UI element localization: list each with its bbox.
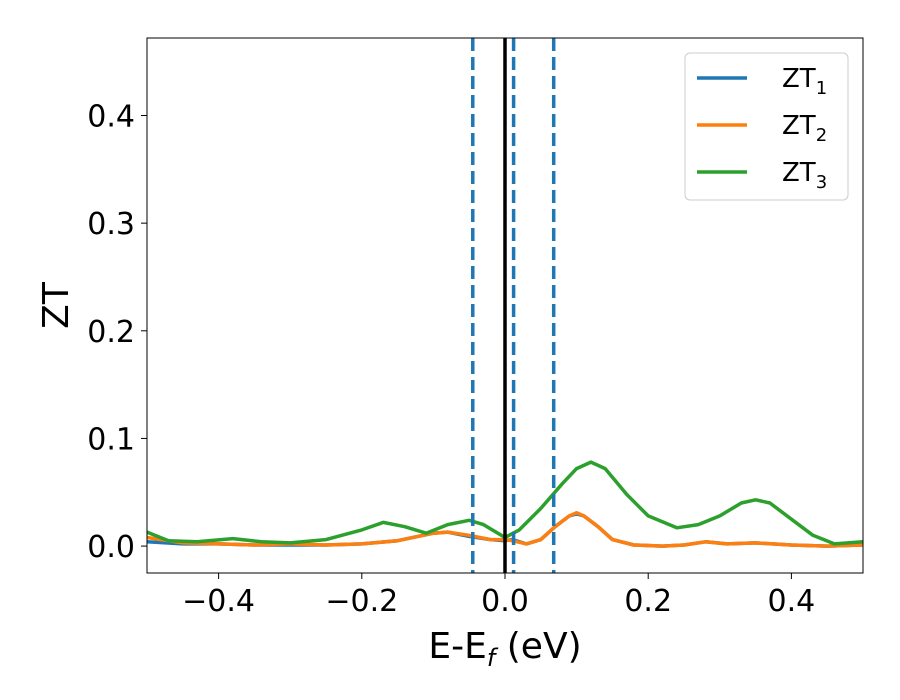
legend-box: [684, 52, 849, 201]
legend-label-1: ZT1: [782, 64, 827, 99]
x-axis-label-main: E-E: [428, 626, 486, 667]
plot-area: [147, 38, 863, 573]
x-axis-label-unit: (eV): [495, 626, 581, 667]
y-axis: 0.0 0.1 0.2 0.3 0.4: [87, 100, 147, 565]
y-axis-label: ZT: [36, 281, 77, 329]
y-tick-label: 0.3: [87, 207, 135, 242]
legend-label-3: ZT3: [782, 158, 827, 193]
y-tick-label: 0.2: [87, 315, 135, 350]
x-tick-label: 0.0: [481, 584, 529, 619]
y-tick-label: 0.4: [87, 100, 135, 135]
legend: ZT1 ZT2 ZT3: [684, 52, 849, 201]
x-tick-label: 0.4: [768, 584, 816, 619]
x-axis-label: E-Ef (eV): [428, 626, 581, 672]
y-tick-label: 0.1: [87, 422, 135, 457]
x-axis: −0.4 −0.2 0.0 0.2 0.4: [182, 573, 815, 619]
series-line-3: [147, 460, 863, 546]
legend-label-2: ZT2: [782, 111, 827, 146]
x-tick-label: −0.4: [182, 584, 255, 619]
x-tick-label: −0.2: [325, 584, 398, 619]
series-line-2: [147, 510, 863, 548]
y-tick-label: 0.0: [87, 530, 135, 565]
x-tick-label: 0.2: [624, 584, 672, 619]
